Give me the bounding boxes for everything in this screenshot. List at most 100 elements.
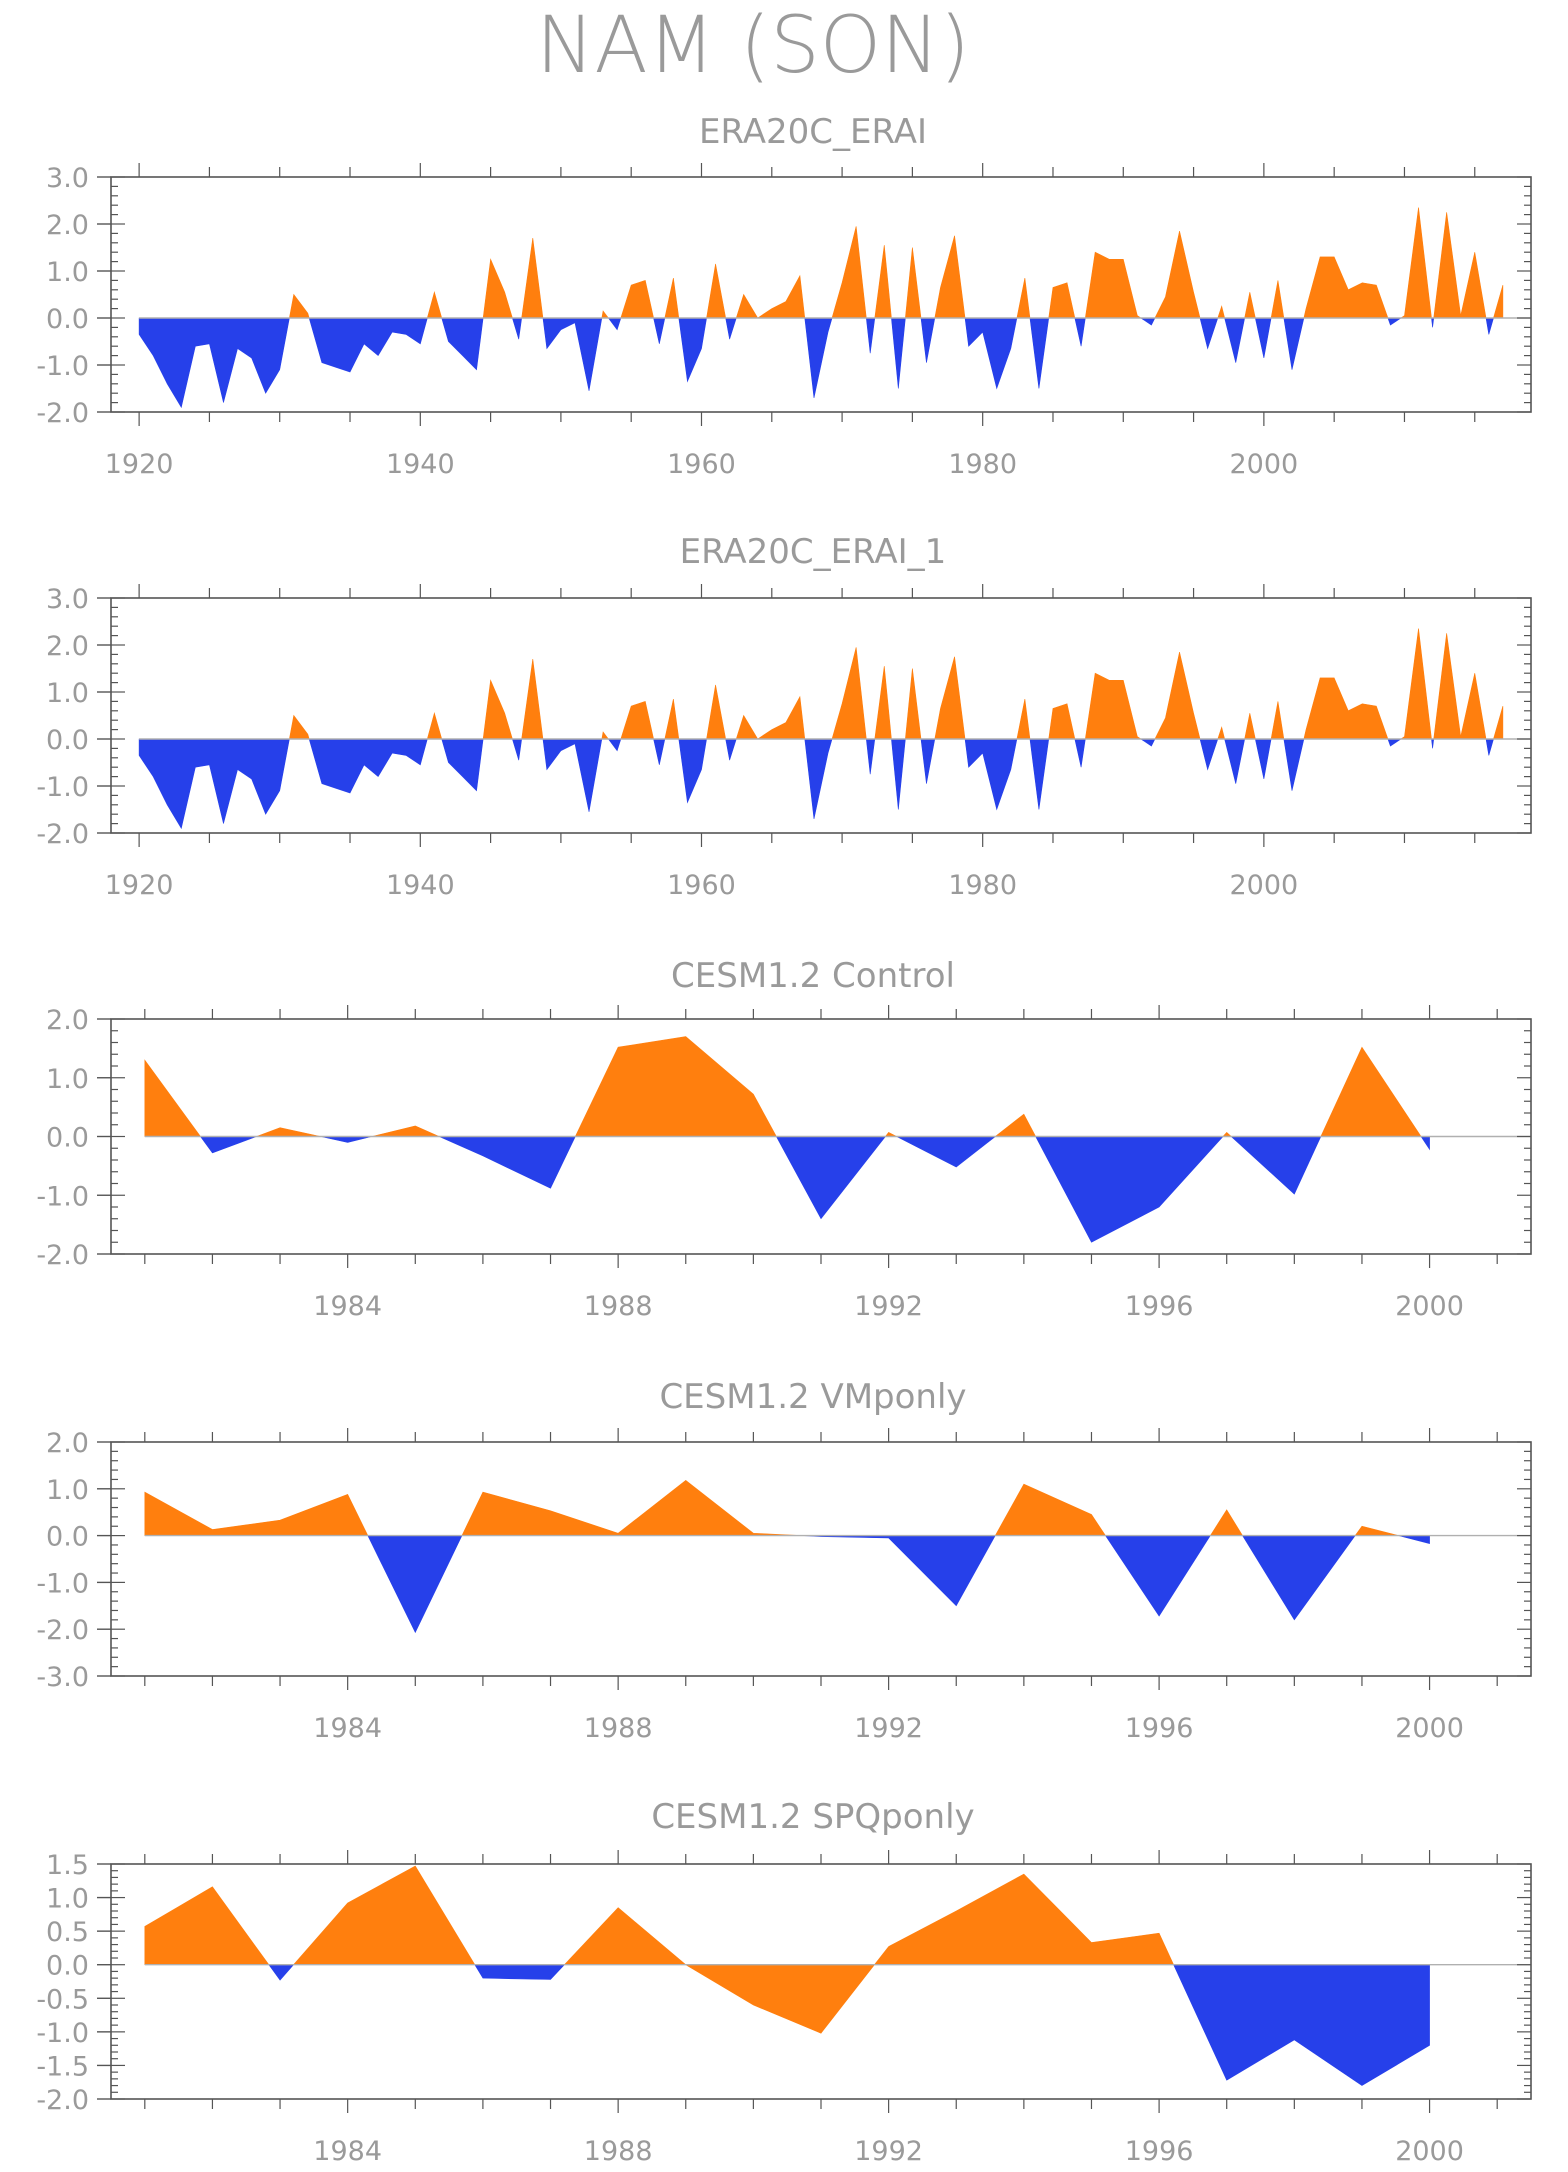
positive-area [873, 1873, 1175, 1966]
x-tick-label: 1960 [667, 870, 736, 901]
positive-area [371, 1125, 440, 1137]
y-tick-label: 0.0 [46, 725, 89, 756]
positive-area [482, 679, 513, 740]
positive-area [664, 698, 680, 740]
x-tick-label: 1984 [313, 1291, 382, 1322]
negative-area [725, 738, 737, 761]
y-tick-label: 1.0 [46, 1475, 89, 1506]
positive-area [1209, 1509, 1244, 1536]
panel-title: CESM1.2 SPQponly [651, 1797, 974, 1837]
negative-area [367, 1535, 463, 1634]
y-tick-label: -0.5 [36, 1984, 89, 2015]
negative-area [804, 317, 833, 398]
panel-title: CESM1.2 VMponly [659, 1377, 966, 1417]
negative-area [542, 738, 603, 812]
y-tick-label: 0.5 [46, 1917, 89, 1948]
y-tick-label: -1.0 [36, 772, 89, 803]
x-tick-label: 1996 [1125, 1291, 1194, 1322]
positive-area [461, 1479, 802, 1536]
positive-area [289, 714, 310, 740]
y-tick-label: -3.0 [36, 1662, 89, 1693]
positive-area [994, 1113, 1037, 1137]
positive-area [1016, 698, 1031, 740]
positive-area [1303, 256, 1389, 319]
negative-area [1283, 317, 1305, 370]
negative-area [439, 1136, 576, 1189]
y-tick-label: 2.0 [46, 631, 89, 662]
negative-area [865, 738, 876, 775]
x-tick-label: 1988 [584, 1713, 653, 1744]
positive-area [1493, 285, 1504, 319]
positive-area [706, 263, 727, 319]
panel-title: ERA20C_ERAI [699, 112, 927, 152]
y-tick-label: -2.0 [36, 819, 89, 850]
x-tick-label: 1984 [313, 1713, 382, 1744]
positive-area [292, 1865, 476, 1966]
x-tick-label: 1960 [667, 449, 736, 480]
positive-area [563, 1907, 876, 2034]
negative-area [268, 1964, 295, 1981]
positive-area [1244, 292, 1256, 319]
y-tick-label: 0.0 [46, 1522, 89, 1553]
x-tick-label: 2000 [1395, 2136, 1464, 2167]
y-tick-label: 0.0 [46, 1951, 89, 1982]
x-tick-label: 1920 [105, 870, 174, 901]
y-tick-label: -1.0 [36, 2018, 89, 2049]
negative-area [138, 738, 290, 830]
negative-area [511, 738, 523, 761]
x-tick-label: 1992 [854, 2136, 923, 2167]
negative-area [678, 317, 707, 383]
y-tick-label: 1.0 [46, 1064, 89, 1095]
negative-area [1431, 738, 1435, 749]
negative-area [725, 317, 737, 340]
positive-area [1433, 212, 1487, 319]
negative-area [920, 738, 936, 784]
x-tick-label: 2000 [1395, 1713, 1464, 1744]
positive-area [1399, 207, 1432, 319]
negative-area [1242, 1535, 1356, 1621]
negative-area [1074, 317, 1086, 347]
y-tick-label: 1.5 [46, 1850, 89, 1881]
negative-area [865, 317, 876, 354]
negative-area [1230, 1136, 1322, 1195]
negative-area [1420, 1136, 1430, 1151]
negative-area [1173, 1964, 1430, 2086]
positive-area [521, 659, 544, 740]
negative-area [138, 317, 290, 409]
positive-area [1493, 706, 1504, 740]
positive-area [601, 310, 609, 319]
positive-area [1048, 282, 1076, 319]
y-tick-label: 3.0 [46, 584, 89, 615]
positive-area [144, 1886, 270, 1966]
positive-area [620, 280, 654, 319]
positive-area [1154, 651, 1201, 740]
negative-area [199, 1136, 257, 1154]
positive-area [735, 274, 806, 319]
positive-area [1217, 726, 1226, 740]
y-tick-label: 2.0 [46, 210, 89, 241]
negative-area [441, 317, 484, 371]
negative-area [1398, 1535, 1430, 1544]
positive-area [874, 245, 892, 319]
negative-area [1035, 1136, 1224, 1243]
positive-area [735, 695, 806, 740]
y-tick-label: -1.0 [36, 1568, 89, 1599]
negative-area [1199, 317, 1219, 350]
negative-area [1224, 738, 1246, 784]
x-tick-label: 1980 [948, 449, 1017, 480]
positive-area [601, 731, 609, 740]
plot-frame [110, 176, 1532, 413]
x-tick-label: 1996 [1125, 1713, 1194, 1744]
x-tick-label: 1992 [854, 1713, 923, 1744]
x-tick-label: 1920 [105, 449, 174, 480]
chart-panel-3: CESM1.2 Control 2.0 1.0 0.0 -1.0 -2.0 1984 1988… [36, 956, 1532, 1322]
negative-area [1387, 738, 1402, 747]
positive-area [994, 1483, 1107, 1536]
y-tick-label: 1.0 [46, 257, 89, 288]
negative-area [804, 738, 833, 819]
x-tick-label: 2000 [1395, 1291, 1464, 1322]
negative-area [920, 317, 936, 363]
chart-panel-1: ERA20C_ERAI 3.0 2.0 1.0 0.0 -1.0 -2.0 1920 1940 1… [36, 112, 1532, 480]
positive-area [1354, 1525, 1399, 1536]
positive-area [874, 666, 892, 740]
